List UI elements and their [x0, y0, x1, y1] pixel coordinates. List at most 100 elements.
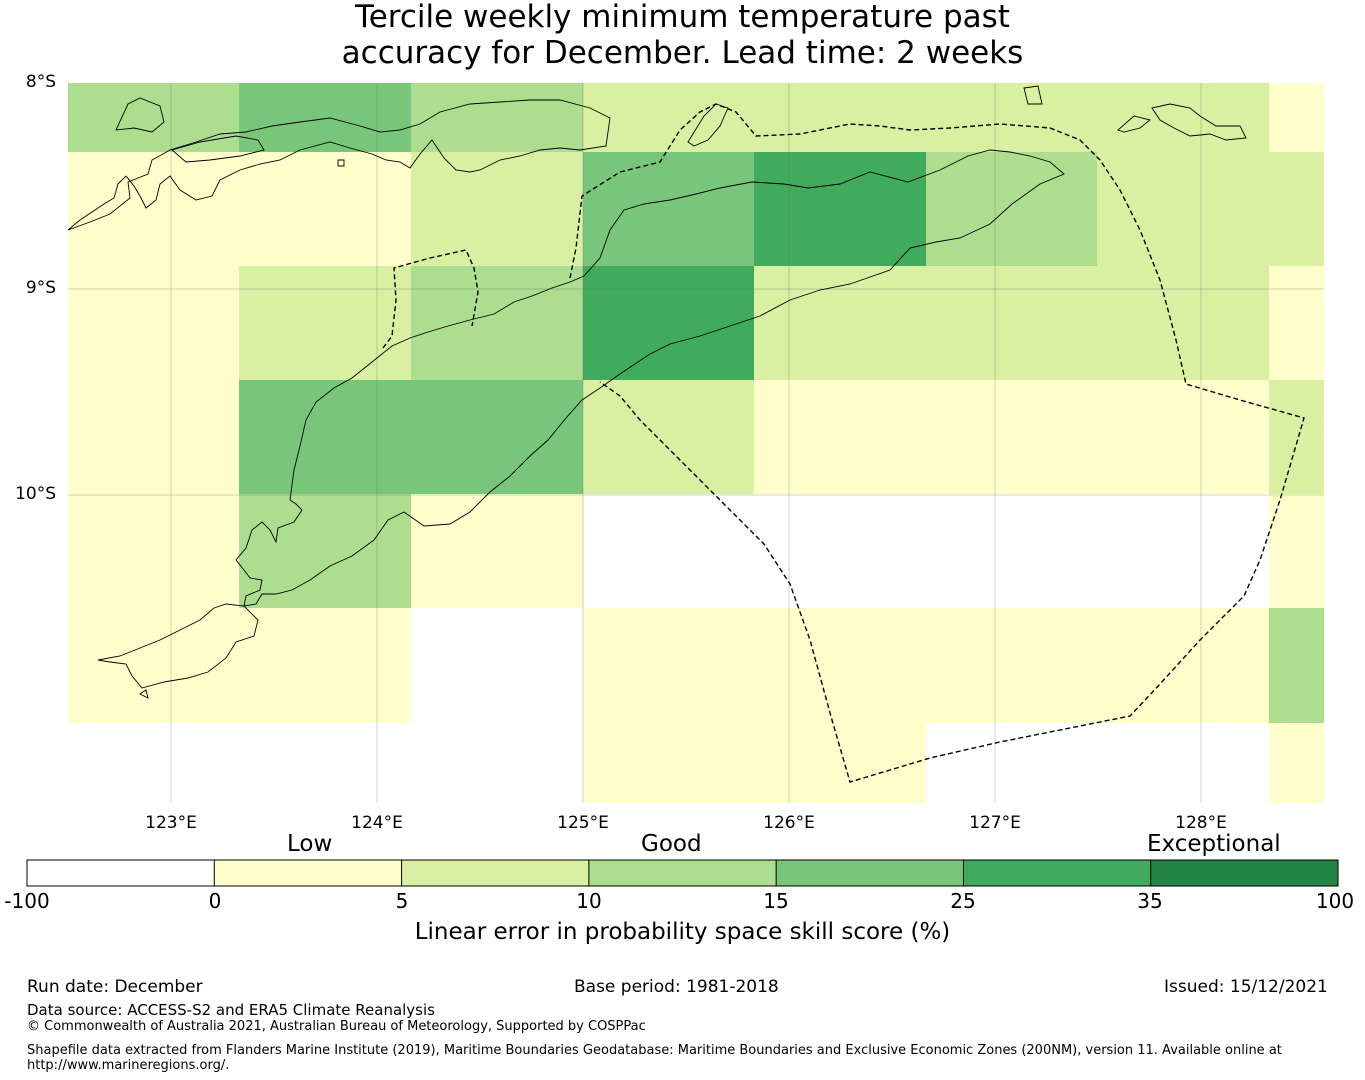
run-date: Run date: December: [27, 977, 203, 997]
grid-cell: [411, 723, 583, 803]
grid-cell: [1269, 380, 1324, 494]
lat-label-9s: 9°S: [25, 278, 56, 298]
colorbar-tick-label-15: 15: [763, 889, 789, 913]
grid-cell: [411, 83, 583, 152]
lon-label-127e: 127°E: [969, 813, 1021, 833]
grid-cell: [239, 608, 411, 723]
grid-cell: [411, 152, 583, 266]
chart-title-line-2: accuracy for December. Lead time: 2 week…: [341, 35, 1024, 71]
island-far-north: [1023, 85, 1043, 105]
grid-cell: [926, 83, 1097, 152]
chart-title-line-1: Tercile weekly minimum temperature past: [355, 0, 1010, 35]
grid-cell: [1269, 266, 1324, 380]
lon-label-124e: 124°E: [351, 813, 403, 833]
flores-coast: [67, 99, 611, 231]
grid-cell: [239, 266, 411, 380]
grid-cell: [68, 380, 239, 494]
grid-cell: [754, 266, 926, 380]
grid-cell: [754, 494, 926, 608]
grid-cell: [926, 266, 1097, 380]
grid-cell: [1097, 608, 1269, 723]
grid-cell: [411, 494, 583, 608]
lon-label-125e: 125°E: [557, 813, 609, 833]
grid-cell: [1269, 608, 1324, 723]
copyright: © Commonwealth of Australia 2021, Austra…: [27, 1019, 646, 1034]
grid-cell: [1269, 83, 1324, 152]
skill-grid: [68, 83, 1324, 803]
grid-cell: [1097, 266, 1269, 380]
rote-island-coast: [97, 603, 259, 689]
lon-label-126e: 126°E: [763, 813, 815, 833]
grid-cell: [583, 83, 754, 152]
grid-cell: [583, 723, 754, 803]
grid-cell: [583, 152, 754, 266]
colorbar-tick-label-10: 10: [576, 889, 602, 913]
grid-cell: [754, 608, 926, 723]
grid-cell: [583, 608, 754, 723]
grid-cell: [926, 608, 1097, 723]
category-label-low: Low: [287, 831, 333, 857]
eez-boundary: [382, 103, 1305, 783]
grid-cell: [411, 608, 583, 723]
grid-cell: [1097, 380, 1269, 494]
grid-cell: [239, 723, 411, 803]
grid-cell: [1097, 83, 1269, 152]
grid-cell: [239, 380, 411, 494]
grid-cell: [1097, 723, 1269, 803]
lat-label-10s: 10°S: [15, 484, 56, 504]
colorbar-tick-label-100: 100: [1315, 889, 1355, 913]
lat-label-8s: 8°S: [25, 72, 56, 92]
shapefile-credit-line-2: http://www.marineregions.org/.: [27, 1058, 230, 1073]
lon-label-123e: 123°E: [145, 813, 197, 833]
grid-cell: [1269, 723, 1324, 803]
grid-cell: [411, 380, 583, 494]
grid-cell: [583, 380, 754, 494]
grid-cell: [583, 266, 754, 380]
colorbar-title: Linear error in probability space skill …: [414, 919, 951, 945]
grid-cell: [926, 152, 1097, 266]
shapefile-credit-line-1: Shapefile data extracted from Flanders M…: [27, 1043, 1282, 1058]
grid-cell: [411, 266, 583, 380]
grid-cell: [754, 83, 926, 152]
colorbar-tick-label-35: 35: [1137, 889, 1163, 913]
grid-cell: [926, 380, 1097, 494]
island-north-west: [115, 97, 165, 133]
data-source: Data source: ACCESS-S2 and ERA5 Climate …: [27, 1001, 435, 1019]
timor-coast: [235, 149, 1065, 607]
colorbar-tick-label-25: 25: [950, 889, 976, 913]
island-north: [171, 135, 265, 163]
island-wetar-coast: [687, 103, 729, 147]
grid-cell: [926, 494, 1097, 608]
grid-cell: [68, 723, 239, 803]
grid-cell: [239, 152, 411, 266]
lon-label-128e: 128°E: [1175, 813, 1227, 833]
issued-date: Issued: 15/12/2021: [1164, 977, 1328, 997]
grid-cell: [68, 83, 239, 152]
colorbar-tick-label-5: 5: [395, 889, 409, 913]
grid-cell: [1269, 152, 1324, 266]
graticule: [68, 83, 1324, 803]
category-label-exceptional: Exceptional: [1147, 831, 1281, 857]
grid-cell: [239, 494, 411, 608]
category-label-good: Good: [641, 831, 702, 857]
grid-cell: [68, 608, 239, 723]
grid-cell: [68, 266, 239, 380]
base-period: Base period: 1981-2018: [574, 977, 779, 997]
grid-cell: [1097, 494, 1269, 608]
colorbar-tick-label-minus100: -100: [4, 889, 50, 913]
grid-cell: [68, 152, 239, 266]
colorbar-tick-label-0: 0: [208, 889, 222, 913]
small-islet-2: [337, 159, 345, 167]
island-north-east-2: [1151, 103, 1247, 141]
grid-cell: [68, 494, 239, 608]
small-islet-1: [139, 689, 149, 699]
island-north-east-1: [1117, 115, 1151, 133]
grid-cell: [583, 494, 754, 608]
grid-cell: [239, 83, 411, 152]
coastlines: [67, 85, 1247, 699]
grid-cell: [754, 723, 926, 803]
grid-cell: [1097, 152, 1269, 266]
grid-cell: [1269, 494, 1324, 608]
grid-cell: [926, 723, 1097, 803]
